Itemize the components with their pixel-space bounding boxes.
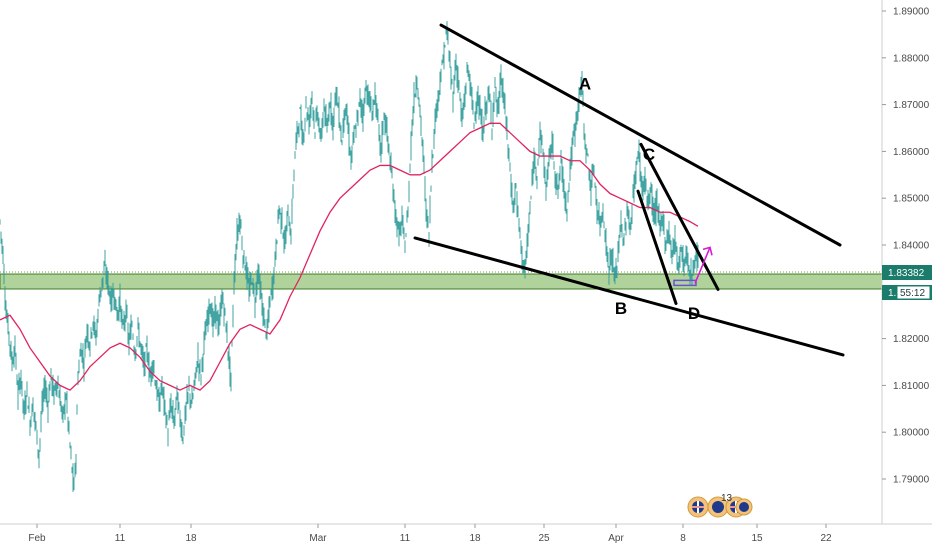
time-tick-label: Mar <box>309 533 327 544</box>
economic-events-strip[interactable]: 13 <box>687 493 753 518</box>
lower-channel-trendline <box>413 236 845 357</box>
countdown-prefix-label: 1. <box>888 288 896 299</box>
price-tick-label: 1.82000 <box>893 334 930 345</box>
time-tick-label: 25 <box>538 533 550 544</box>
price-tick-label: 1.84000 <box>893 241 930 252</box>
wedge-lower-trendline <box>636 189 678 305</box>
time-axis[interactable]: Feb 11 18 Mar 11 18 25 Apr 8 15 22 <box>28 524 832 544</box>
projection-arrow <box>673 246 713 287</box>
time-tick-label: 18 <box>469 533 481 544</box>
time-tick-label: 11 <box>115 533 126 544</box>
price-tick-label: 1.87000 <box>893 100 930 111</box>
time-tick-label: Feb <box>28 533 46 544</box>
current-price-badge: 1.83382 <box>882 265 932 280</box>
price-tick-label: 1.81000 <box>893 381 930 392</box>
countdown-timer: 55:12 <box>900 288 925 299</box>
time-tick-label: 11 <box>400 533 411 544</box>
price-tick-label: 1.85000 <box>893 194 930 205</box>
event-count-badge: 13 <box>721 493 733 504</box>
point-label-c: C <box>643 145 655 164</box>
support-zone <box>0 271 883 290</box>
time-tick-label: 18 <box>185 533 197 544</box>
time-tick-label: 22 <box>820 533 832 544</box>
time-tick-label: 8 <box>680 533 686 544</box>
support-zone-rect <box>0 273 883 290</box>
price-tick-label: 1.89000 <box>893 7 930 18</box>
pattern-point-labels: A B C D <box>579 75 700 323</box>
price-tick-label: 1.80000 <box>893 428 930 439</box>
point-label-b: B <box>615 299 627 318</box>
point-label-d: D <box>688 304 700 323</box>
projection-arrow-head <box>702 246 713 256</box>
trendlines[interactable] <box>413 23 845 357</box>
price-tick-label: 1.86000 <box>893 147 930 158</box>
price-tick-label: 1.79000 <box>893 475 930 486</box>
wedge-upper-trendline <box>639 142 720 291</box>
moving-average-line <box>0 122 699 391</box>
upper-channel-trendline <box>439 23 842 247</box>
time-tick-label: 15 <box>751 533 763 544</box>
price-tick-label: 1.88000 <box>893 53 930 64</box>
projection-arrow-shaft <box>694 247 711 284</box>
current-price-label: 1.83382 <box>888 268 925 279</box>
moving-average-path <box>0 122 699 391</box>
time-tick-label: Apr <box>608 533 624 544</box>
price-axis[interactable]: 1.89000 1.88000 1.87000 1.86000 1.85000 1.840… <box>882 7 930 486</box>
countdown-badge: 1. 55:12 <box>882 285 932 300</box>
point-label-a: A <box>579 75 591 94</box>
